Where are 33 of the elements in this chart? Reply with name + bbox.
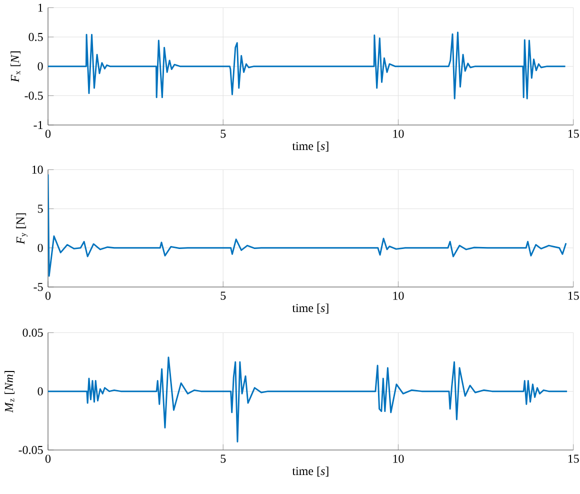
y-tick-label: 0.05 [22, 328, 43, 337]
y-axis-title: F$_{x}$ [N] [10, 51, 20, 82]
x-tick-label: 10 [393, 292, 404, 300]
x-tick-label: 0 [45, 130, 51, 138]
y-tick-label: 0 [38, 387, 43, 396]
x-axis-title: time [s] [292, 304, 328, 314]
y-tick-label: -1 [34, 121, 43, 129]
x-tick-label: 5 [220, 454, 226, 463]
x-tick-label: 5 [220, 130, 226, 138]
y-axis-title: F$_{y}$ [N] [16, 213, 28, 244]
y-tick-label: -0.05 [18, 446, 43, 454]
y-axis-title: M$_{z}$ [Nm] [4, 371, 14, 413]
x-tick-label: 5 [220, 292, 226, 300]
line-series [48, 174, 567, 277]
x-tick-label: 10 [393, 454, 404, 463]
x-axis-title: time [s] [292, 466, 328, 477]
y-tick-label: 0.5 [28, 32, 43, 42]
x-axis-title: time [s] [292, 142, 328, 152]
x-tick-label: 10 [393, 130, 404, 138]
y-tick-label: 10 [32, 166, 43, 174]
y-tick-label: 5 [38, 204, 43, 213]
x-tick-label: 15 [568, 292, 579, 300]
x-tick-label: 15 [568, 454, 579, 463]
x-tick-label: 0 [45, 454, 51, 463]
x-tick-label: 15 [568, 130, 579, 138]
y-tick-label: -0.5 [24, 92, 43, 100]
y-tick-label: 0 [38, 244, 43, 252]
line-series [48, 32, 566, 100]
y-tick-label: 0 [38, 62, 43, 70]
line-series [48, 356, 568, 443]
y-tick-label: 1 [38, 4, 43, 12]
x-tick-label: 0 [45, 292, 51, 300]
y-tick-label: -5 [34, 283, 43, 291]
